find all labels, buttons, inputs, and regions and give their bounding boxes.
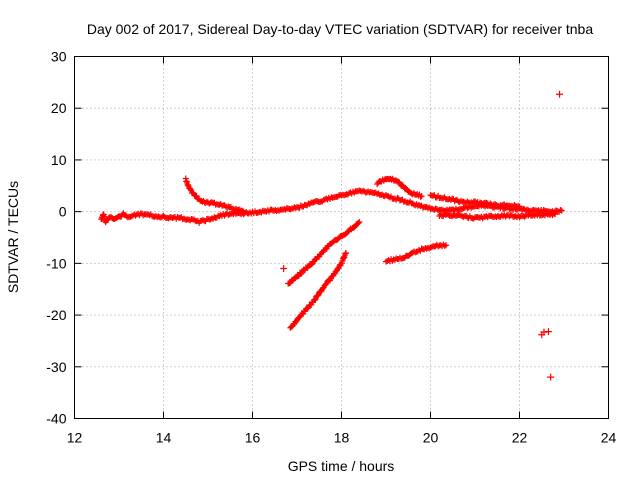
x-tick-label: 24 — [601, 430, 617, 446]
data-point — [297, 270, 304, 277]
y-tick-label: -20 — [46, 307, 66, 323]
y-tick-label: 0 — [59, 204, 67, 220]
data-point — [322, 281, 329, 288]
x-tick-label: 14 — [156, 430, 172, 446]
x-tick-label: 16 — [245, 430, 261, 446]
x-axis: 12 14 16 18 20 22 24 — [67, 56, 617, 446]
data-point — [308, 261, 315, 268]
x-tick-label: 18 — [334, 430, 350, 446]
y-tick-label: 10 — [51, 152, 67, 168]
data-point — [547, 373, 555, 381]
data-point — [314, 292, 321, 299]
data-point — [556, 90, 564, 98]
data-points — [98, 90, 565, 381]
data-point — [417, 193, 424, 200]
data-point — [240, 208, 247, 215]
data-point — [552, 211, 559, 218]
series-arc-lower-band — [436, 210, 559, 222]
chart-title: Day 002 of 2017, Sidereal Day-to-day VTE… — [87, 21, 594, 37]
series-arc-main-band — [98, 187, 565, 226]
series-isolated-points — [280, 90, 564, 381]
series-arc-bump — [374, 175, 425, 200]
plot-frame — [74, 56, 609, 419]
data-point — [443, 242, 450, 249]
data-point — [239, 207, 246, 214]
data-point — [441, 242, 448, 249]
x-tick-label: 12 — [67, 430, 83, 446]
series-arc-diagonal-1 — [285, 218, 363, 287]
data-point — [374, 181, 381, 188]
data-point — [557, 206, 564, 213]
data-point — [516, 203, 523, 210]
y-tick-label: 30 — [51, 49, 67, 65]
series-arc-mid-right — [383, 241, 450, 265]
data-point — [304, 305, 311, 312]
y-axis-label: SDTVAR / TECUs — [5, 181, 21, 293]
data-point — [558, 207, 565, 214]
y-tick-label: 20 — [51, 100, 67, 116]
data-point — [544, 328, 552, 336]
data-point — [550, 210, 557, 217]
x-axis-label: GPS time / hours — [288, 458, 395, 474]
series-arc-diagonal-2 — [287, 250, 349, 331]
y-tick-label: -10 — [46, 255, 66, 271]
x-tick-label: 20 — [423, 430, 439, 446]
data-point — [356, 218, 363, 225]
data-point — [193, 192, 200, 199]
y-tick-label: -40 — [46, 411, 66, 427]
data-point — [342, 250, 349, 257]
data-point — [187, 185, 194, 192]
series-arc-upper-right — [427, 192, 523, 210]
y-axis: -40 -30 -20 -10 0 10 20 30 — [46, 49, 609, 427]
data-point — [287, 280, 294, 287]
data-point — [323, 245, 330, 252]
y-tick-label: -30 — [46, 359, 66, 375]
data-point — [280, 265, 288, 273]
data-point — [418, 193, 425, 200]
data-point — [311, 297, 318, 304]
grid — [74, 56, 609, 419]
x-tick-label: 22 — [512, 430, 528, 446]
series-arc-descending — [182, 175, 247, 215]
data-point — [440, 241, 447, 248]
data-point — [355, 220, 362, 227]
